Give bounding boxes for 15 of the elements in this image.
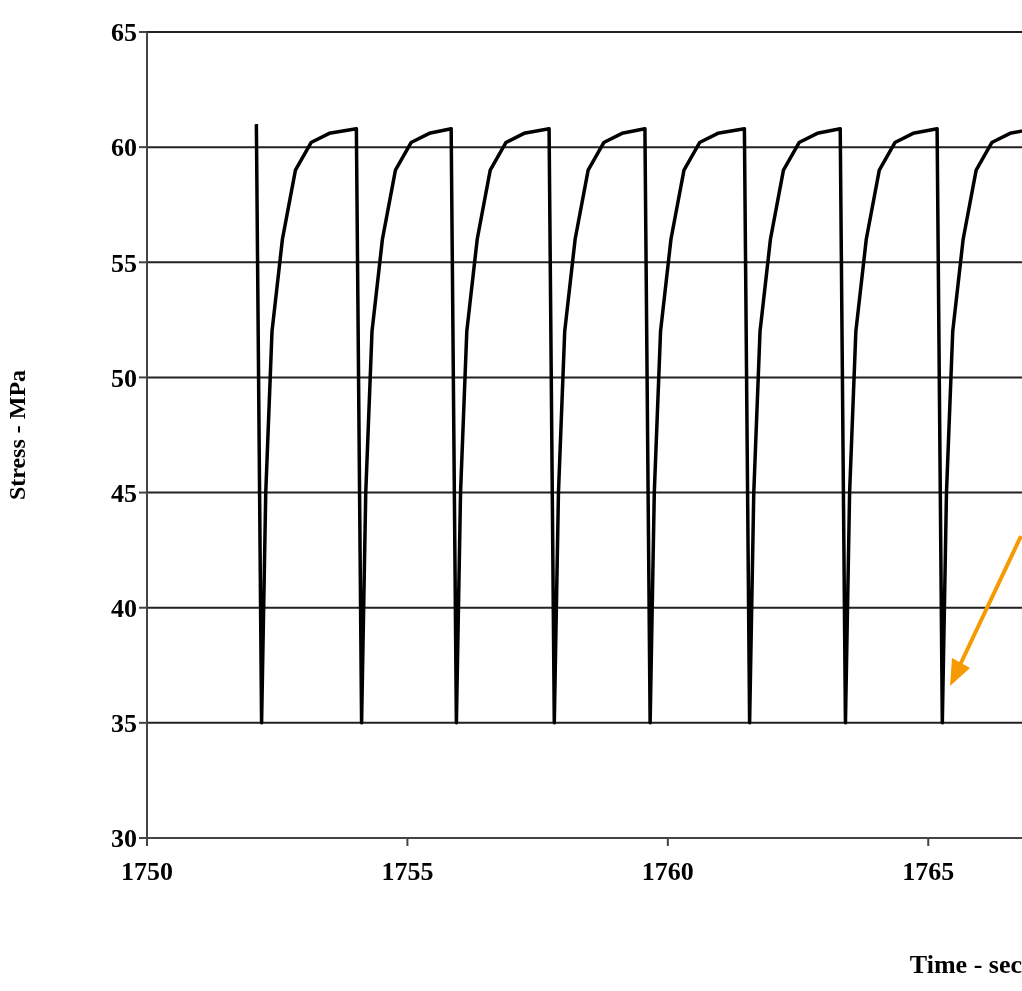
y-tick-label: 65	[111, 18, 137, 48]
y-tick-label: 30	[111, 824, 137, 854]
y-tick-label: 50	[111, 363, 137, 393]
x-tick-label: 1760	[641, 857, 694, 887]
y-tick-label: 55	[111, 248, 137, 278]
y-axis-title: Stress - MPa	[3, 369, 30, 501]
x-tick-label: 1755	[381, 857, 434, 887]
y-tick-label: 40	[111, 593, 137, 623]
y-tick-label: 35	[111, 709, 137, 739]
x-tick-label: 1750	[121, 857, 173, 887]
y-tick-label: 60	[111, 133, 137, 163]
line-series	[254, 122, 1022, 725]
x-axis-title: Time - sec	[909, 950, 1022, 979]
y-tick-label: 45	[111, 478, 137, 508]
x-tick-label: 1765	[902, 857, 955, 887]
